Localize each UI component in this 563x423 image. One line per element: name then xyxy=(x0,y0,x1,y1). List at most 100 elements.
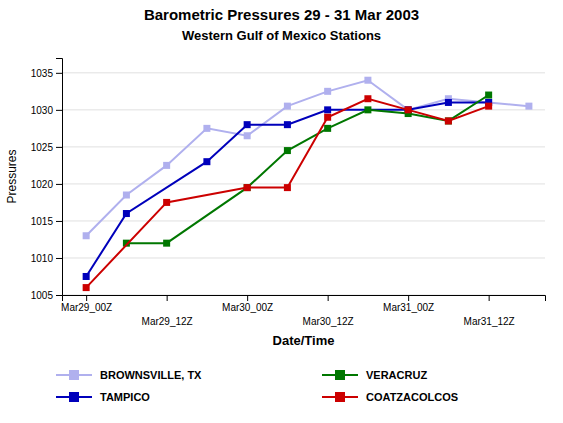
series-line xyxy=(86,99,489,288)
point xyxy=(244,184,251,191)
tick-mark xyxy=(56,184,62,185)
legend-label: COATZACOLCOS xyxy=(366,391,458,403)
tick-mark xyxy=(56,147,62,148)
tick: Mar29_00Z xyxy=(61,295,112,313)
tick: 1005 xyxy=(31,290,62,301)
tick-mark xyxy=(56,110,62,111)
point xyxy=(203,158,210,165)
tick: 1010 xyxy=(31,253,62,264)
tick-mark xyxy=(56,221,62,222)
tick: Mar30_00Z xyxy=(222,295,273,313)
tick-label: 1030 xyxy=(31,105,54,116)
point xyxy=(123,210,130,217)
tick: Mar31_12Z xyxy=(464,295,515,327)
y-axis: 1005 1010 1015 1020 1025 1030 1035 xyxy=(31,59,63,301)
tick-label: 1025 xyxy=(31,142,54,153)
point xyxy=(163,240,170,247)
y-axis-label: Pressures xyxy=(5,149,19,203)
tick-mark xyxy=(56,295,62,296)
point xyxy=(284,184,291,191)
point xyxy=(284,121,291,128)
series-points xyxy=(83,95,493,291)
legend-item: COATZACOLCOS xyxy=(322,391,458,403)
tick-label: Mar30_12Z xyxy=(303,316,354,327)
tick-mark xyxy=(56,73,62,74)
point xyxy=(405,106,412,113)
tick-label: Mar29_00Z xyxy=(61,302,112,313)
tick-label: 1015 xyxy=(31,216,54,227)
point xyxy=(163,162,170,169)
chart: Barometric Pressures 29 - 31 Mar 2003Wes… xyxy=(0,0,563,423)
tick-mark xyxy=(167,295,168,301)
point xyxy=(445,99,452,106)
tick: 1030 xyxy=(31,105,62,116)
grid xyxy=(62,73,545,295)
grid-line xyxy=(62,257,545,258)
legend-label: BROWNSVILLE, TX xyxy=(100,369,202,381)
tick-label: 1035 xyxy=(31,68,54,79)
point xyxy=(83,284,90,291)
point xyxy=(485,103,492,110)
tick-mark xyxy=(489,295,490,301)
grid-line xyxy=(62,109,545,110)
axis-line xyxy=(63,296,546,302)
tick-mark xyxy=(56,258,62,259)
point xyxy=(405,106,412,113)
point xyxy=(405,106,412,113)
point xyxy=(445,117,452,124)
tick-label: Mar31_12Z xyxy=(464,316,515,327)
legend: BROWNSVILLE, TX TAMPICO VERACRUZ COATZACOLC… xyxy=(56,369,458,403)
series-points xyxy=(83,77,533,240)
tick-mark xyxy=(86,295,87,301)
tick: 1020 xyxy=(31,179,62,190)
series-line xyxy=(86,80,529,236)
point xyxy=(364,95,371,102)
tick: Mar31_00Z xyxy=(383,295,434,313)
point xyxy=(364,106,371,113)
series-points xyxy=(123,92,492,247)
series-line xyxy=(86,102,489,276)
legend-marker xyxy=(69,392,79,402)
point xyxy=(203,125,210,132)
grid-line xyxy=(62,183,545,184)
tick-label: Mar30_00Z xyxy=(222,302,273,313)
tick-mark xyxy=(328,295,329,301)
point xyxy=(244,121,251,128)
title: Barometric Pressures 29 - 31 Mar 2003 xyxy=(144,6,419,23)
marks xyxy=(83,77,533,291)
axis-line xyxy=(56,59,63,296)
legend-label: VERACRUZ xyxy=(366,369,427,381)
legend-item: VERACRUZ xyxy=(322,369,427,381)
tick: Mar30_12Z xyxy=(303,295,354,327)
point xyxy=(324,88,331,95)
x-axis-label: Date/Time xyxy=(273,333,335,348)
point xyxy=(485,92,492,99)
tick: Mar29_12Z xyxy=(142,295,193,327)
tick-mark xyxy=(408,295,409,301)
point xyxy=(324,114,331,121)
tick-label: Mar31_00Z xyxy=(383,302,434,313)
point xyxy=(324,125,331,132)
point xyxy=(525,103,532,110)
tick: 1035 xyxy=(31,68,62,79)
tick: 1025 xyxy=(31,142,62,153)
point xyxy=(324,106,331,113)
tick-label: 1020 xyxy=(31,179,54,190)
point xyxy=(244,132,251,139)
x-axis: Mar29_00Z Mar29_12Z Mar30_00Z Mar30_12Z Mar3… xyxy=(61,295,545,327)
tick-label: Mar29_12Z xyxy=(142,316,193,327)
point xyxy=(284,103,291,110)
point xyxy=(83,232,90,239)
series-points xyxy=(83,99,493,280)
plot: Mar29_00Z Mar29_12Z Mar30_00Z Mar30_12Z Mar3… xyxy=(31,59,546,328)
point xyxy=(163,199,170,206)
legend-item: TAMPICO xyxy=(56,391,150,403)
legend-label: TAMPICO xyxy=(100,391,150,403)
legend-marker xyxy=(69,370,79,380)
point xyxy=(244,184,251,191)
point xyxy=(123,192,130,199)
point xyxy=(445,117,452,124)
tick: 1015 xyxy=(31,216,62,227)
point xyxy=(83,273,90,280)
point xyxy=(284,147,291,154)
